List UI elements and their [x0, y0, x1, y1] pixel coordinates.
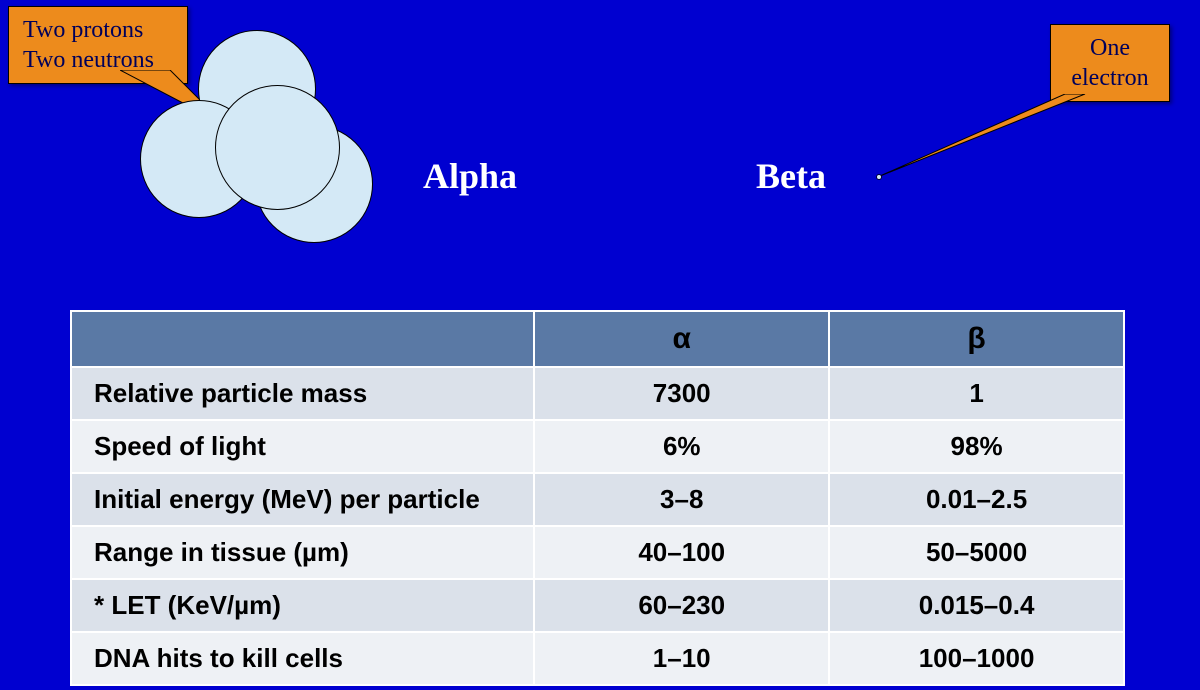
- beta-cell: 100–1000: [829, 632, 1124, 685]
- col-property: [71, 311, 534, 367]
- alpha-cell: 1–10: [534, 632, 829, 685]
- beta-cell: 0.015–0.4: [829, 579, 1124, 632]
- table-header-row: α β: [71, 311, 1124, 367]
- property-cell: Speed of light: [71, 420, 534, 473]
- table-row: Relative particle mass73001: [71, 367, 1124, 420]
- alpha-cell: 60–230: [534, 579, 829, 632]
- alpha-cell: 3–8: [534, 473, 829, 526]
- property-cell: * LET (KeV/µm): [71, 579, 534, 632]
- table-body: Relative particle mass73001Speed of ligh…: [71, 367, 1124, 685]
- nucleon-4: [215, 85, 340, 210]
- property-cell: DNA hits to kill cells: [71, 632, 534, 685]
- alpha-cell: 7300: [534, 367, 829, 420]
- table-row: Speed of light6%98%: [71, 420, 1124, 473]
- alpha-particle-diagram: [140, 30, 400, 290]
- alpha-cell: 40–100: [534, 526, 829, 579]
- callout-beta: One electron: [1050, 24, 1170, 102]
- property-cell: Initial energy (MeV) per particle: [71, 473, 534, 526]
- col-alpha: α: [534, 311, 829, 367]
- property-cell: Range in tissue (µm): [71, 526, 534, 579]
- beta-cell: 1: [829, 367, 1124, 420]
- property-cell: Relative particle mass: [71, 367, 534, 420]
- beta-cell: 98%: [829, 420, 1124, 473]
- alpha-label: Alpha: [423, 155, 517, 197]
- beta-cell: 50–5000: [829, 526, 1124, 579]
- table-row: * LET (KeV/µm)60–2300.015–0.4: [71, 579, 1124, 632]
- beta-particle-dot: [876, 174, 882, 180]
- callout-beta-tail: [870, 94, 1090, 184]
- table-row: DNA hits to kill cells1–10100–1000: [71, 632, 1124, 685]
- callout-beta-line1: One: [1065, 33, 1155, 63]
- beta-cell: 0.01–2.5: [829, 473, 1124, 526]
- beta-label: Beta: [756, 155, 826, 197]
- col-beta: β: [829, 311, 1124, 367]
- table-row: Range in tissue (µm)40–10050–5000: [71, 526, 1124, 579]
- alpha-cell: 6%: [534, 420, 829, 473]
- comparison-table: α β Relative particle mass73001Speed of …: [70, 310, 1125, 686]
- callout-beta-line2: electron: [1065, 63, 1155, 93]
- table-row: Initial energy (MeV) per particle3–80.01…: [71, 473, 1124, 526]
